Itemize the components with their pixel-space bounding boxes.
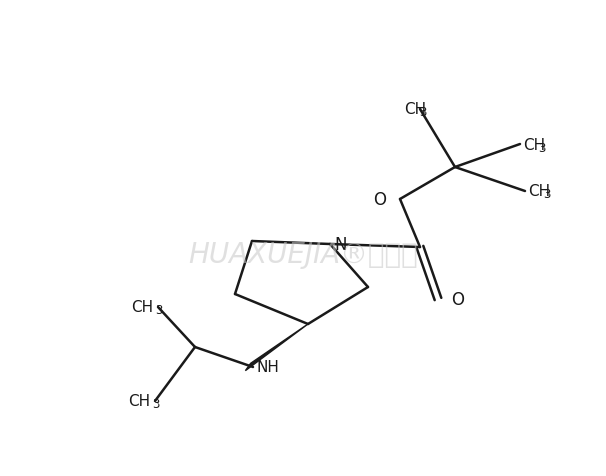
Text: CH: CH	[528, 184, 550, 199]
Polygon shape	[245, 324, 308, 371]
Text: CH: CH	[404, 102, 426, 117]
Text: CH: CH	[131, 300, 153, 315]
Text: O: O	[451, 290, 464, 308]
Text: CH: CH	[128, 394, 150, 408]
Text: 3: 3	[538, 141, 545, 154]
Text: HUAXUEJIA®化学加: HUAXUEJIA®化学加	[188, 240, 418, 268]
Text: 3: 3	[155, 304, 162, 317]
Text: NH: NH	[256, 360, 279, 375]
Text: 3: 3	[419, 106, 427, 119]
Text: O: O	[373, 190, 386, 208]
Text: CH: CH	[523, 137, 545, 152]
Text: 3: 3	[152, 397, 159, 411]
Text: N: N	[334, 236, 347, 253]
Text: 3: 3	[543, 188, 550, 201]
